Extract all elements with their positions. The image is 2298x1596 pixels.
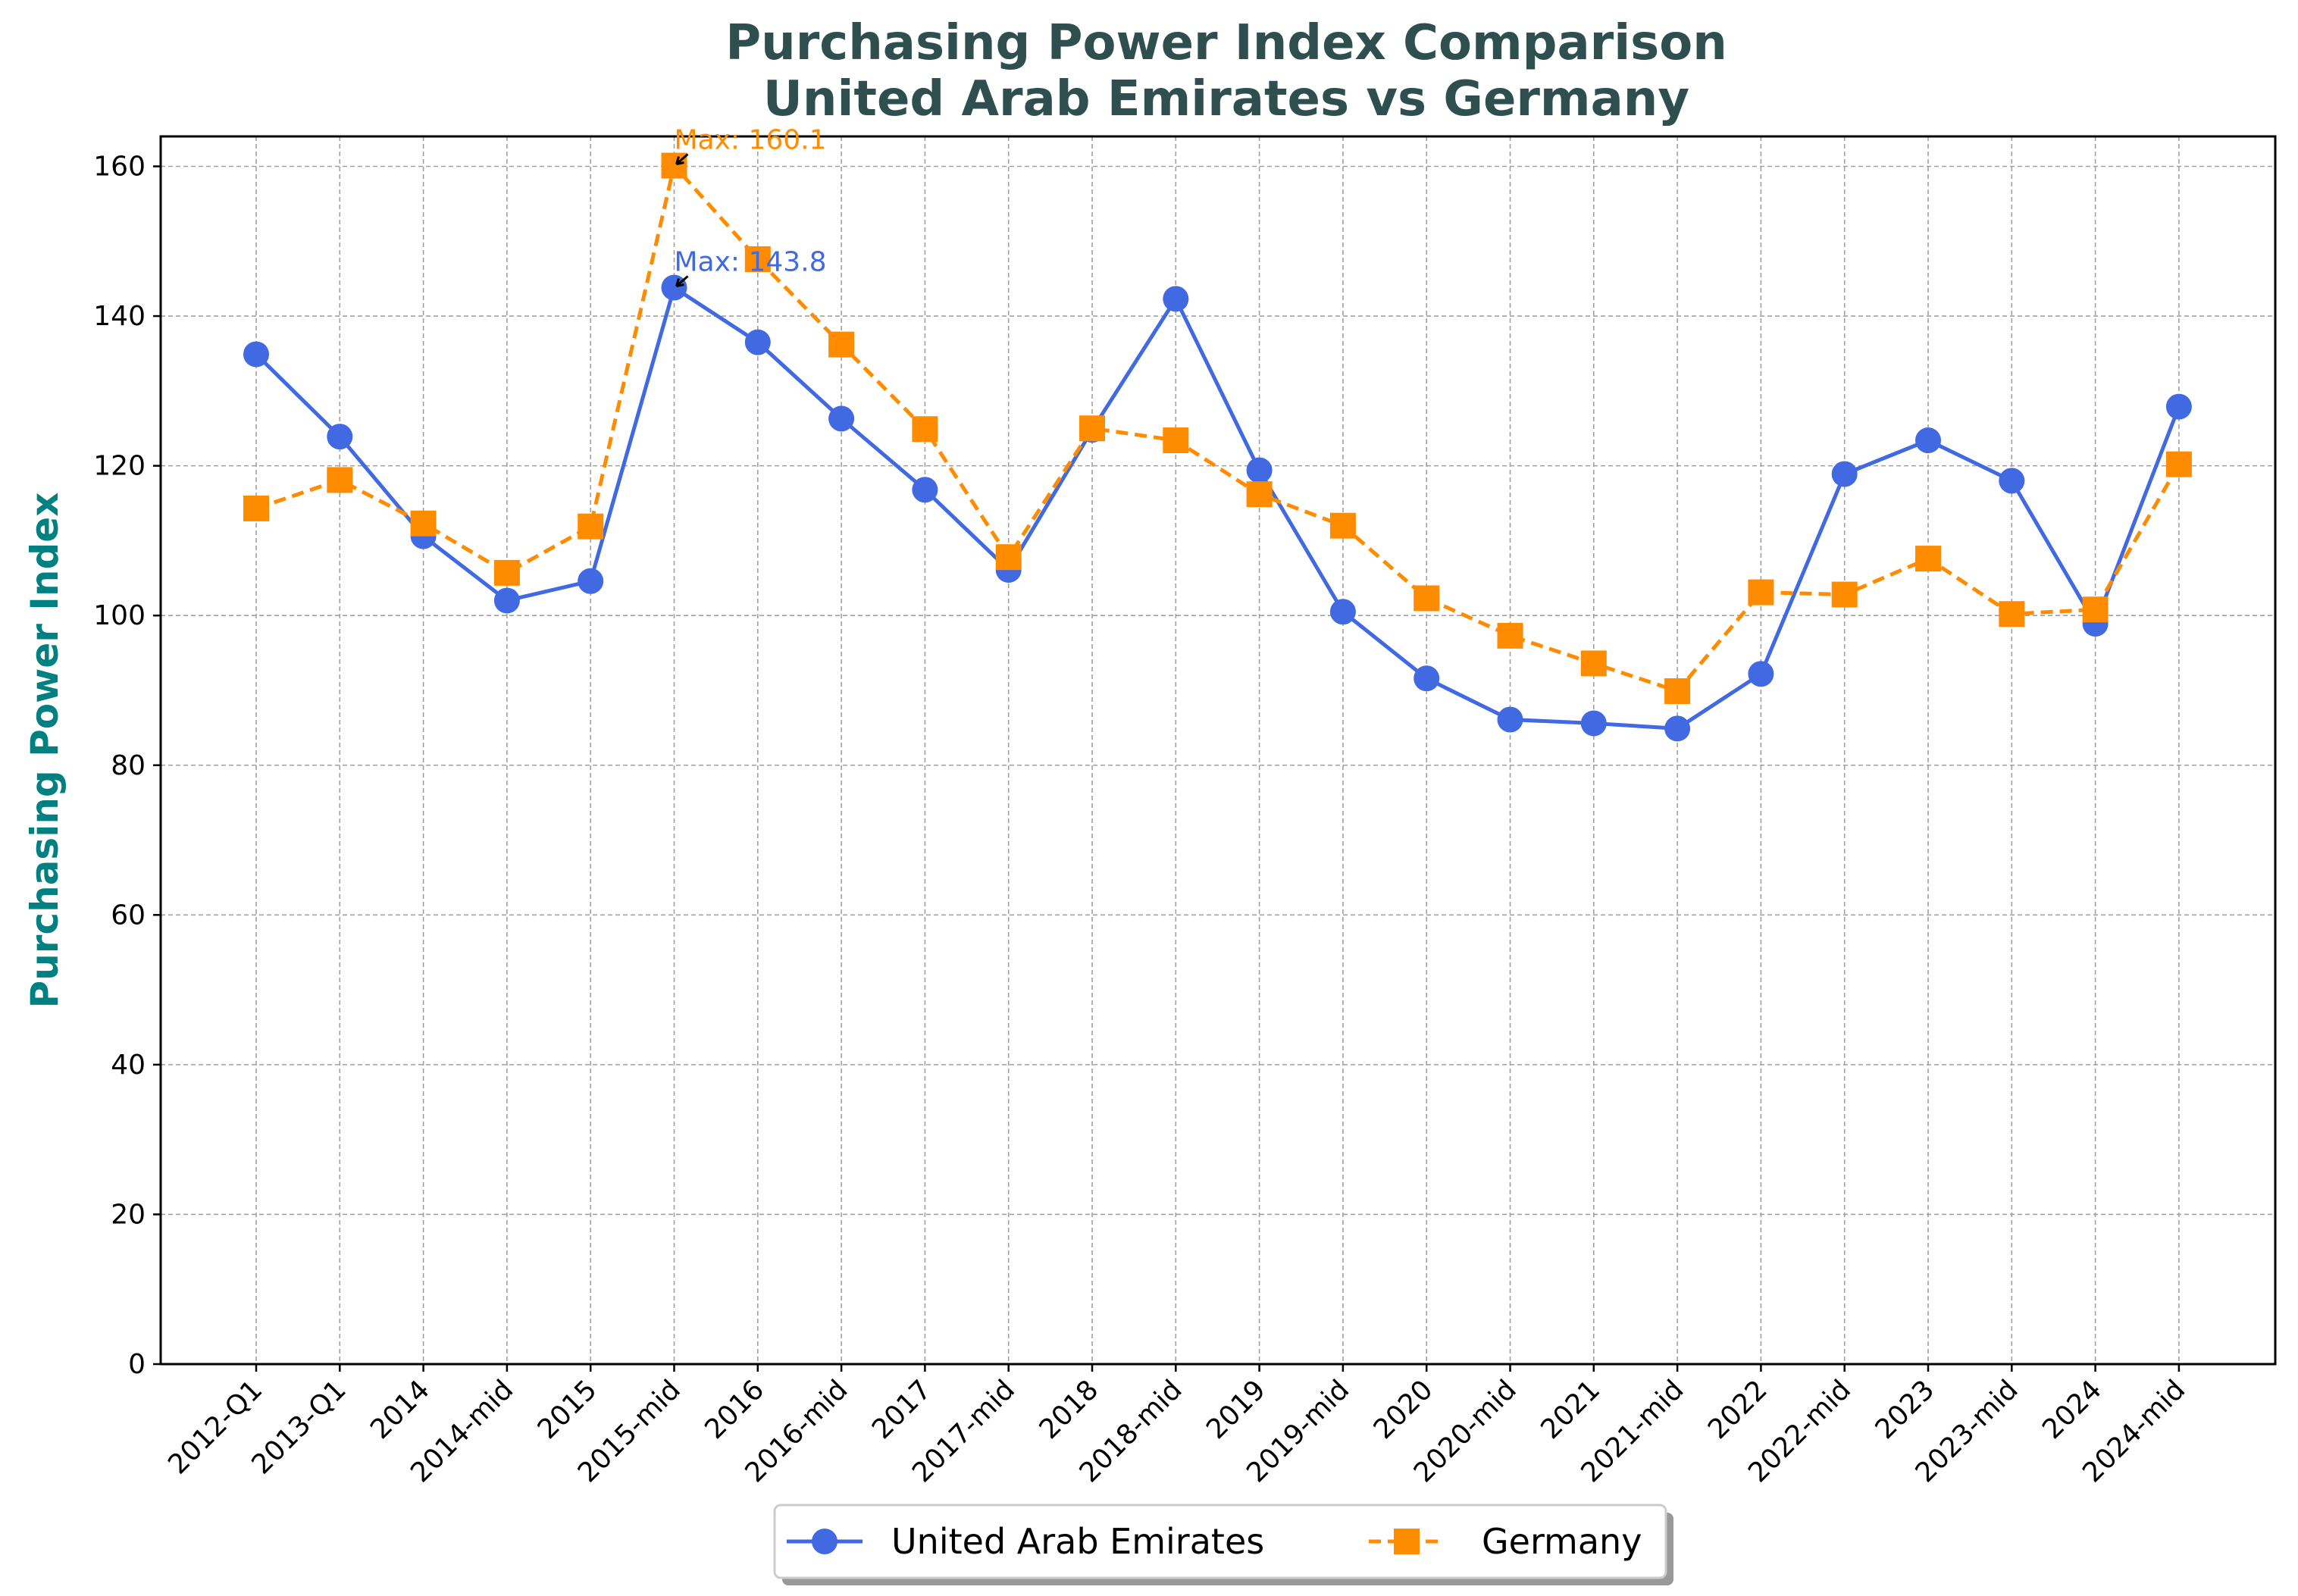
annotation-arrow bbox=[675, 275, 689, 288]
data-point bbox=[661, 274, 687, 301]
annotations: Max: 143.8 Max: 160.1 bbox=[675, 125, 827, 288]
data-point bbox=[1163, 427, 1189, 454]
legend-label-uae: United Arab Emirates bbox=[891, 1521, 1264, 1562]
x-tick-label: 2019 bbox=[1201, 1374, 1272, 1445]
series bbox=[243, 152, 2192, 742]
data-point bbox=[410, 510, 437, 537]
data-point bbox=[1580, 650, 1607, 677]
data-point bbox=[1831, 581, 1858, 608]
data-point bbox=[1664, 715, 1691, 742]
data-point bbox=[995, 544, 1022, 571]
y-tick-label: 0 bbox=[128, 1349, 146, 1380]
y-tick-label: 120 bbox=[93, 451, 146, 482]
annotation-arrow bbox=[675, 153, 689, 165]
legend-label-germany: Germany bbox=[1482, 1521, 1642, 1562]
legend-box bbox=[773, 1504, 1667, 1579]
plot-area bbox=[159, 135, 2277, 1366]
data-point bbox=[327, 424, 353, 450]
data-point bbox=[1999, 468, 2025, 494]
data-point bbox=[1748, 579, 1774, 606]
legend-marker-uae bbox=[812, 1529, 837, 1554]
x-tick-label: 2016 bbox=[699, 1374, 770, 1445]
series-line bbox=[255, 286, 2181, 731]
data-point bbox=[1329, 512, 1356, 539]
data-point bbox=[828, 405, 855, 432]
y-tick-label: 100 bbox=[93, 600, 146, 631]
data-point bbox=[1246, 481, 1273, 508]
y-tick-label: 80 bbox=[111, 750, 146, 781]
data-point bbox=[243, 341, 269, 368]
gridlines bbox=[161, 136, 2275, 1365]
chart-title: Purchasing Power Index Comparison bbox=[725, 15, 1727, 71]
data-point bbox=[912, 416, 938, 443]
data-point bbox=[1497, 622, 1523, 649]
data-point bbox=[828, 331, 855, 358]
x-tick-label: 2021 bbox=[1535, 1374, 1606, 1445]
data-point bbox=[1999, 601, 2025, 627]
data-point bbox=[744, 246, 771, 272]
x-tick-label: 2018 bbox=[1034, 1374, 1105, 1445]
data-point bbox=[578, 513, 604, 540]
data-point bbox=[1414, 665, 1440, 692]
data-point bbox=[2165, 451, 2192, 477]
data-point bbox=[1329, 599, 1356, 625]
data-point bbox=[1915, 427, 1941, 454]
y-axis-label: Purchasing Power Index bbox=[23, 493, 67, 1009]
legend-marker-germany bbox=[1394, 1529, 1420, 1554]
y-tick-label: 160 bbox=[93, 152, 146, 183]
x-tick-label: 2024 bbox=[2037, 1374, 2108, 1445]
chart-subtitle: United Arab Emirates vs Germany bbox=[763, 71, 1689, 127]
data-point bbox=[493, 559, 520, 586]
data-point bbox=[744, 329, 771, 355]
series-line bbox=[255, 164, 2181, 693]
x-tick-label: 2020 bbox=[1368, 1374, 1439, 1445]
data-point bbox=[243, 495, 269, 521]
data-point bbox=[1915, 546, 1941, 572]
series-germany bbox=[243, 152, 2192, 704]
y-tick-label: 20 bbox=[111, 1199, 146, 1230]
annotation-label: Max: 160.1 bbox=[675, 125, 827, 156]
legend: United Arab Emirates Germany bbox=[773, 1504, 1673, 1585]
x-tick-label: 2022 bbox=[1702, 1374, 1774, 1445]
y-tick-label: 60 bbox=[111, 900, 146, 931]
data-point bbox=[2165, 393, 2192, 420]
y-tick-label: 40 bbox=[111, 1050, 146, 1081]
data-point bbox=[493, 587, 520, 614]
x-tick-label: 2014 bbox=[365, 1374, 436, 1445]
data-point bbox=[1664, 678, 1691, 704]
data-point bbox=[1748, 661, 1774, 687]
data-point bbox=[1163, 286, 1189, 312]
data-point bbox=[912, 477, 938, 503]
data-point bbox=[578, 568, 604, 594]
data-point bbox=[1580, 710, 1607, 737]
data-point bbox=[661, 152, 687, 179]
data-point bbox=[1414, 585, 1440, 612]
x-tick-label: 2023 bbox=[1870, 1374, 1941, 1445]
y-tick-label: 140 bbox=[93, 301, 146, 332]
data-point bbox=[1497, 706, 1523, 733]
data-point bbox=[1079, 415, 1105, 442]
data-point bbox=[327, 467, 353, 493]
data-point bbox=[1246, 457, 1273, 483]
annotation-label: Max: 143.8 bbox=[675, 247, 827, 278]
data-point bbox=[2082, 596, 2109, 623]
series-uae bbox=[243, 274, 2192, 742]
x-tick-label: 2017 bbox=[866, 1374, 938, 1445]
data-point bbox=[1831, 461, 1858, 487]
x-tick-label: 2015 bbox=[532, 1374, 603, 1445]
